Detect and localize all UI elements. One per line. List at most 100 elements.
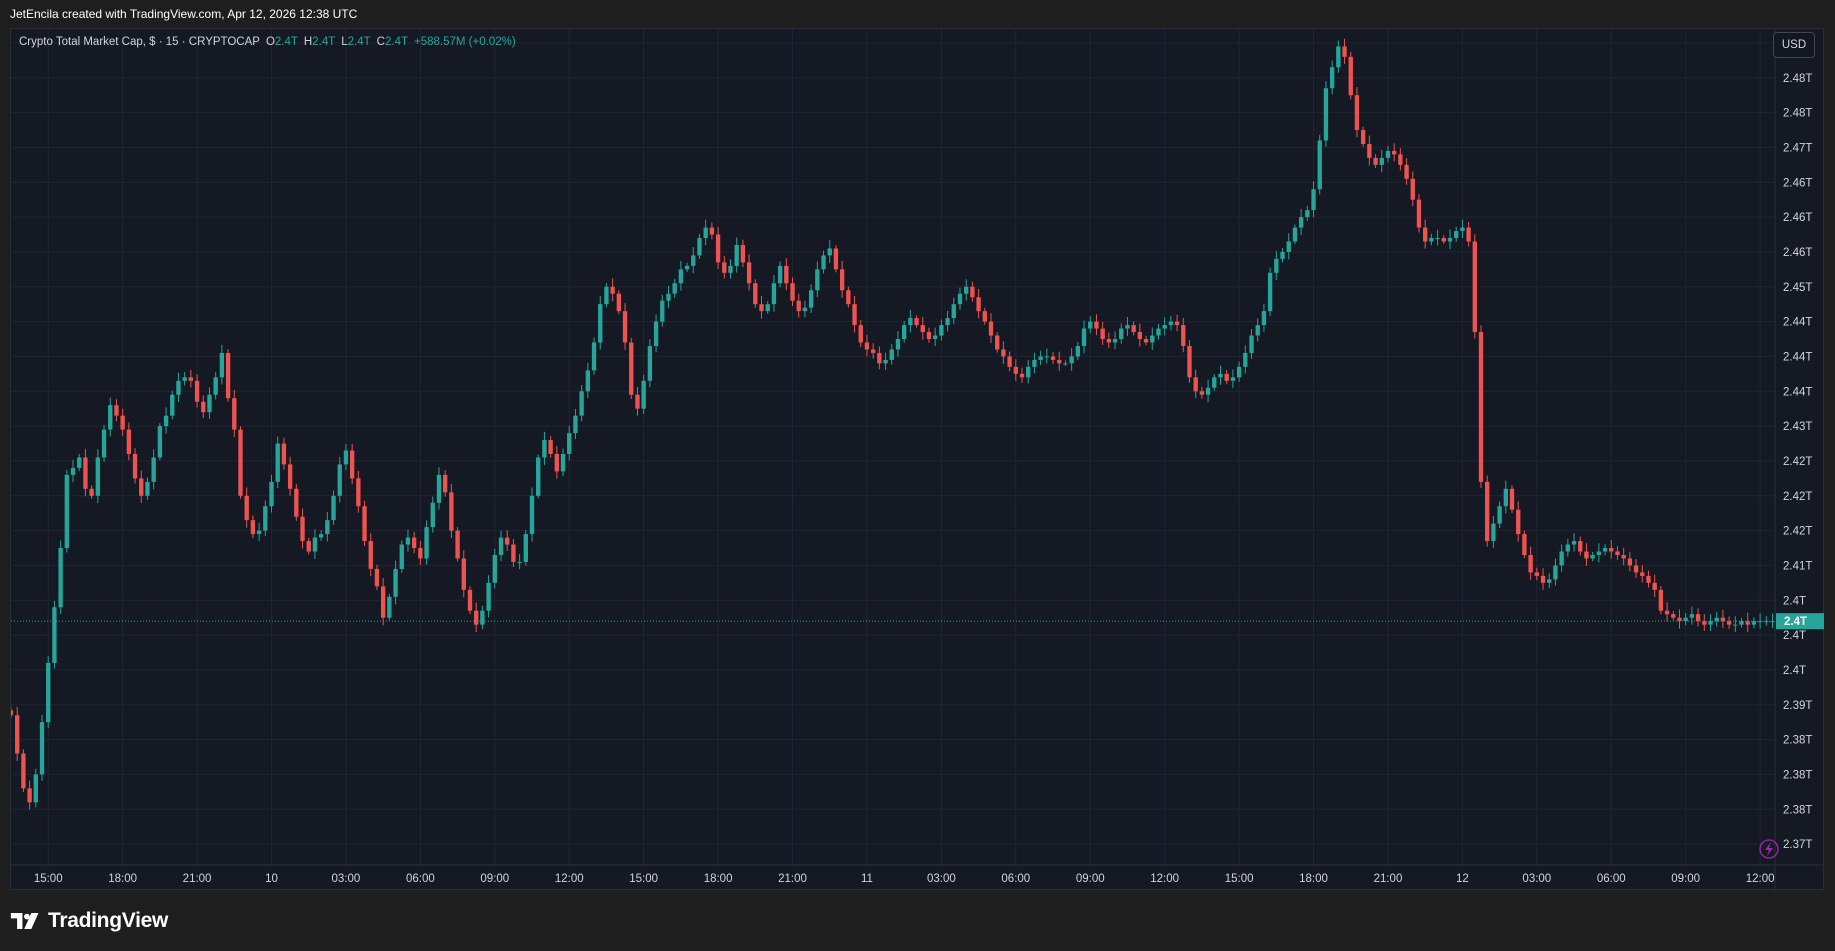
- time-tick-label: 21:00: [183, 873, 212, 885]
- legend-open-value: 2.4T: [274, 36, 298, 48]
- candle: [1695, 614, 1701, 622]
- candle: [474, 610, 479, 625]
- candle: [1212, 377, 1217, 388]
- candle: [157, 426, 163, 458]
- candle: [27, 788, 32, 803]
- candle: [697, 238, 702, 256]
- candle: [796, 300, 801, 312]
- candle: [225, 352, 231, 399]
- candle: [1125, 325, 1130, 329]
- candle: [1509, 488, 1515, 510]
- time-tick-label: 09:00: [480, 873, 509, 885]
- candle: [1168, 321, 1174, 326]
- candle: [691, 255, 696, 266]
- candle: [1013, 366, 1018, 374]
- candle: [852, 304, 857, 326]
- price-tick-label: 2.45T: [1783, 282, 1812, 294]
- candlestick-chart[interactable]: 2.48T2.48T2.48T2.47T2.46T2.46T2.46T2.45T…: [11, 29, 1825, 891]
- candle: [1243, 352, 1248, 367]
- price-tick-label: 2.46T: [1783, 212, 1812, 224]
- candle: [1069, 356, 1074, 364]
- candle: [511, 544, 516, 562]
- chart-pane[interactable]: 2.48T2.48T2.48T2.47T2.46T2.46T2.46T2.45T…: [10, 28, 1825, 891]
- time-tick-label: 03:00: [927, 873, 956, 885]
- candle: [337, 464, 342, 496]
- candle: [976, 297, 981, 312]
- candle: [219, 352, 225, 378]
- candle: [1044, 356, 1049, 358]
- candle: [356, 478, 361, 507]
- candle: [1491, 523, 1496, 542]
- candle: [883, 359, 888, 364]
- currency-button[interactable]: USD: [1773, 32, 1815, 58]
- candle: [201, 401, 206, 413]
- candle: [39, 722, 45, 775]
- time-tick-label: 12:00: [555, 873, 584, 885]
- time-tick-label: 15:00: [1225, 873, 1254, 885]
- candle: [343, 450, 349, 465]
- candle: [275, 443, 280, 482]
- tradingview-logo-icon: [10, 913, 39, 929]
- candle: [1063, 363, 1068, 365]
- candle: [1590, 554, 1595, 559]
- legend-low-value: 2.4T: [347, 36, 371, 48]
- price-tick-label: 2.4T: [1783, 665, 1806, 677]
- candle: [1156, 328, 1161, 336]
- price-tick-label: 2.42T: [1783, 456, 1812, 468]
- candle: [573, 415, 578, 434]
- time-tick-label: 21:00: [1374, 873, 1403, 885]
- candle: [939, 325, 944, 336]
- legend-symbol[interactable]: Crypto Total Market Cap, $ · 15 · CRYPTO…: [19, 36, 260, 48]
- time-tick-label: 10: [265, 873, 278, 885]
- candle: [1286, 241, 1291, 252]
- time-tick-label: 06:00: [406, 873, 435, 885]
- candle: [1751, 621, 1757, 625]
- candle: [585, 370, 591, 392]
- candle: [1423, 227, 1428, 242]
- candle: [1193, 377, 1198, 392]
- candle: [1088, 321, 1093, 329]
- candle: [1714, 617, 1719, 622]
- candle: [1559, 551, 1564, 566]
- candle: [1565, 544, 1571, 552]
- candle: [889, 349, 894, 360]
- candle: [964, 286, 969, 294]
- candle: [108, 405, 113, 430]
- candle: [1230, 377, 1236, 381]
- candle: [1683, 617, 1688, 622]
- candle: [15, 715, 20, 754]
- time-tick-label: 18:00: [108, 873, 137, 885]
- candle: [1534, 572, 1539, 576]
- candle: [1205, 387, 1211, 395]
- candle: [1739, 621, 1744, 625]
- candle: [1336, 46, 1341, 68]
- last-price-tag: [1776, 613, 1824, 630]
- candle: [1652, 582, 1657, 590]
- candle: [877, 352, 882, 364]
- candle: [418, 548, 423, 559]
- candle: [951, 304, 956, 319]
- candle: [945, 318, 950, 326]
- time-tick-label: 06:00: [1597, 873, 1626, 885]
- candle: [492, 554, 497, 583]
- candle: [1578, 541, 1583, 552]
- candle: [368, 541, 373, 569]
- candle: [653, 321, 659, 346]
- candle: [1466, 227, 1471, 242]
- candle: [684, 265, 690, 270]
- candle: [548, 440, 553, 454]
- candle: [529, 495, 535, 535]
- candle: [132, 453, 138, 479]
- candle: [858, 325, 863, 343]
- candle: [746, 262, 752, 284]
- tradingview-brand[interactable]: TradingView: [10, 906, 168, 936]
- candle: [1571, 541, 1577, 545]
- candle: [722, 262, 727, 273]
- candle: [908, 318, 913, 326]
- candle: [194, 380, 200, 402]
- candle: [163, 415, 169, 427]
- candle: [1038, 356, 1043, 360]
- candle: [1478, 332, 1484, 482]
- price-tick-label: 2.39T: [1783, 700, 1812, 712]
- candle: [331, 495, 336, 521]
